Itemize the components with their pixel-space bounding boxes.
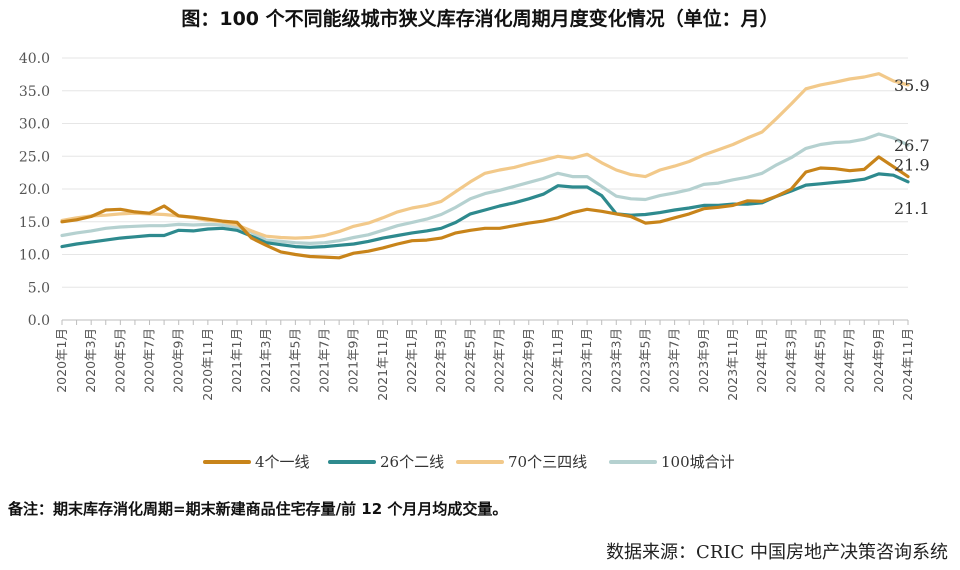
x-tick-label: 2021年3月 (258, 328, 273, 393)
x-tick-label: 2020年1月 (54, 328, 69, 393)
x-tick-label: 2021年9月 (346, 328, 361, 393)
x-tick-label: 2021年5月 (287, 328, 302, 393)
y-tick-label: 30.0 (19, 117, 50, 133)
y-tick-label: 0.0 (28, 313, 50, 329)
x-tick-label: 2022年9月 (521, 328, 536, 393)
x-tick-label: 2021年1月 (229, 328, 244, 393)
x-tick-label: 2020年9月 (171, 328, 186, 393)
x-tick-label: 2023年11月 (725, 328, 740, 401)
y-tick-label: 10.0 (19, 248, 50, 264)
x-tick-label: 2022年3月 (433, 328, 448, 393)
end-label-1: 21.1 (894, 199, 930, 218)
x-axis-ticks: 2020年1月 2020年3月 2020年5月 2020年7月 2020年9月 2020年… (54, 328, 915, 401)
x-tick-label: 2020年7月 (142, 328, 157, 393)
x-tick-label: 2020年3月 (83, 328, 98, 393)
end-label-2: 35.9 (894, 76, 930, 95)
x-tick-label: 2022年7月 (492, 328, 507, 393)
x-tick-label: 2022年5月 (462, 328, 477, 393)
y-tick-label: 20.0 (19, 182, 50, 198)
legend-label-1: 26个二线 (380, 453, 444, 471)
series-line-3 (60, 132, 910, 245)
legend-label-3: 100城合计 (661, 453, 735, 471)
footnote: 备注：期末库存消化周期=期末新建商品住宅存量/前 12 个月月均成交量。 (8, 500, 508, 518)
y-tick-label: 35.0 (19, 84, 50, 100)
x-tick-label: 2020年11月 (200, 328, 215, 401)
x-tick-label: 2023年7月 (667, 328, 682, 393)
x-tick-label: 2022年1月 (404, 328, 419, 393)
x-tick-label: 2024年11月 (900, 328, 915, 401)
x-tick-label: 2024年3月 (783, 328, 798, 393)
axes (61, 319, 909, 325)
end-labels: 21.9 21.1 35.9 26.7 (894, 76, 930, 218)
legend-label-2: 70个三四线 (508, 453, 587, 471)
y-tick-label: 40.0 (19, 51, 50, 67)
x-tick-label: 2023年9月 (696, 328, 711, 393)
x-tick-label: 2023年3月 (608, 328, 623, 393)
legend: 4个一线 26个二线 70个三四线 100城合计 (203, 453, 735, 471)
y-grid (62, 57, 908, 288)
y-tick-label: 25.0 (19, 149, 50, 165)
y-tick-label: 5.0 (28, 280, 50, 296)
data-source: 数据来源：CRIC 中国房地产决策咨询系统 (606, 542, 948, 563)
x-tick-label: 2024年7月 (842, 328, 857, 393)
y-tick-label: 15.0 (19, 215, 50, 231)
x-tick-label: 2021年11月 (375, 328, 390, 401)
x-tick-label: 2020年5月 (112, 328, 127, 393)
x-tick-label: 2023年5月 (637, 328, 652, 393)
chart-title: 图：100 个不同能级城市狭义库存消化周期月度变化情况（单位：月） (181, 8, 779, 30)
end-label-3: 26.7 (894, 136, 930, 155)
x-tick-label: 2021年7月 (317, 328, 332, 393)
x-tick-label: 2024年5月 (812, 328, 827, 393)
x-tick-label: 2022年11月 (550, 328, 565, 401)
x-tick-label: 2024年1月 (754, 328, 769, 393)
y-axis-ticks: 0.0 5.0 10.0 15.0 20.0 25.0 30.0 35.0 40.0 (19, 51, 50, 329)
x-tick-label: 2024年9月 (871, 328, 886, 393)
series-line-1 (60, 172, 910, 249)
x-tick-label: 2023年1月 (579, 328, 594, 393)
series-line-0 (60, 155, 910, 260)
end-label-0: 21.9 (894, 156, 930, 175)
series-lines (60, 72, 910, 260)
legend-label-0: 4个一线 (255, 453, 310, 471)
